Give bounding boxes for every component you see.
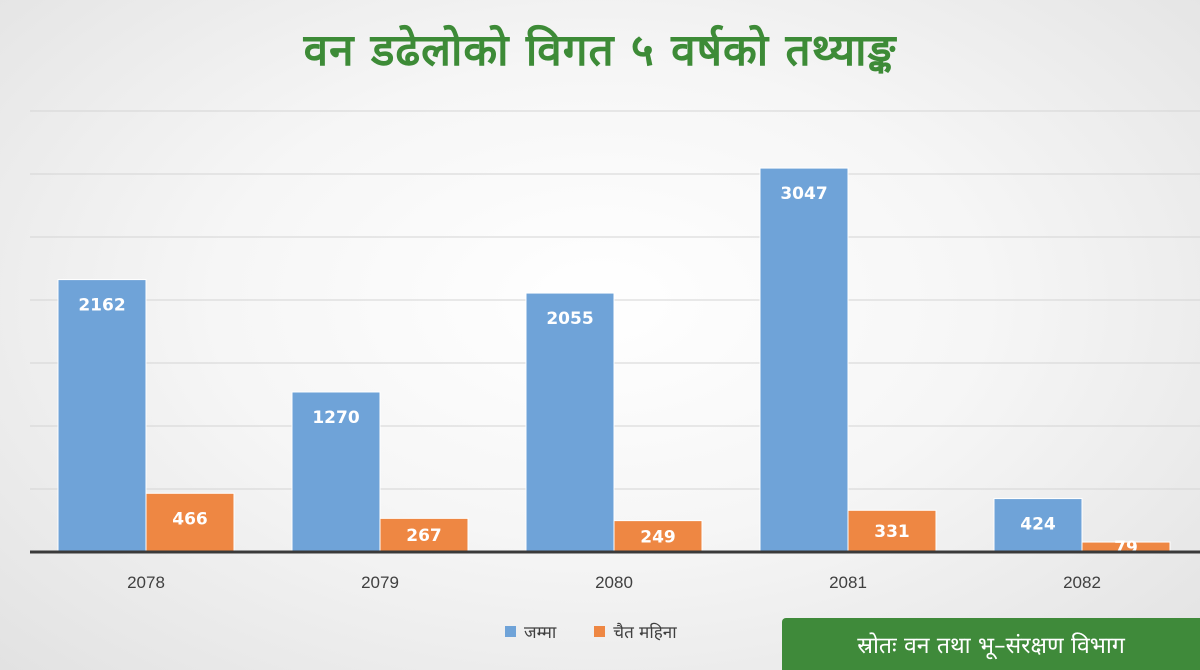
x-tick-label-2080: 2080 [595, 573, 633, 592]
legend-label-total: जम्मा [524, 623, 557, 643]
bar-chaitra-2080 [613, 520, 703, 553]
x-tick-label-2082: 2082 [1063, 573, 1101, 592]
data-label-chaitra-2080: 249 [640, 527, 676, 547]
data-label-total-2080: 2055 [546, 309, 593, 329]
bar-total-2082 [993, 498, 1083, 553]
data-label-total-2079: 1270 [312, 408, 359, 428]
gridlines [30, 110, 1200, 490]
legend-item-total: जम्मा [505, 620, 556, 643]
data-label-chaitra-2082: 79 [1114, 538, 1138, 558]
x-tick-label-2081: 2081 [829, 573, 867, 592]
source-label: स्रोतः वन तथा भू–संरक्षण विभाग [782, 618, 1200, 670]
legend: जम्मा चैत महिना [505, 620, 677, 643]
legend-swatch-total [505, 626, 516, 637]
data-label-chaitra-2079: 267 [406, 526, 442, 546]
data-label-total-2078: 2162 [78, 296, 125, 316]
bar-total-2080 [525, 292, 615, 553]
bar-total-2078 [57, 279, 147, 553]
x-tick-label-2078: 2078 [127, 573, 165, 592]
x-axis: 2078 2079 2080 2081 2082 [30, 550, 1200, 592]
x-tick-label-2079: 2079 [361, 573, 399, 592]
legend-swatch-chaitra [594, 626, 606, 637]
data-label-total-2082: 424 [1020, 515, 1056, 535]
data-label-total-2081: 3047 [780, 184, 827, 204]
data-label-chaitra-2078: 466 [172, 509, 208, 529]
chart-title: वन डढेलोको विगत ५ वर्षको तथ्याङ्क [303, 25, 897, 76]
bar-chaitra-2079 [379, 517, 469, 553]
data-label-chaitra-2081: 331 [874, 522, 910, 542]
bar-group: 2162 466 1270 267 2055 249 3047 331 424 79 [57, 167, 1171, 558]
legend-item-chaitra: चैत महिना [594, 620, 677, 643]
legend-label-chaitra: चैत महिना [613, 623, 677, 643]
bar-total-2081 [759, 167, 849, 553]
